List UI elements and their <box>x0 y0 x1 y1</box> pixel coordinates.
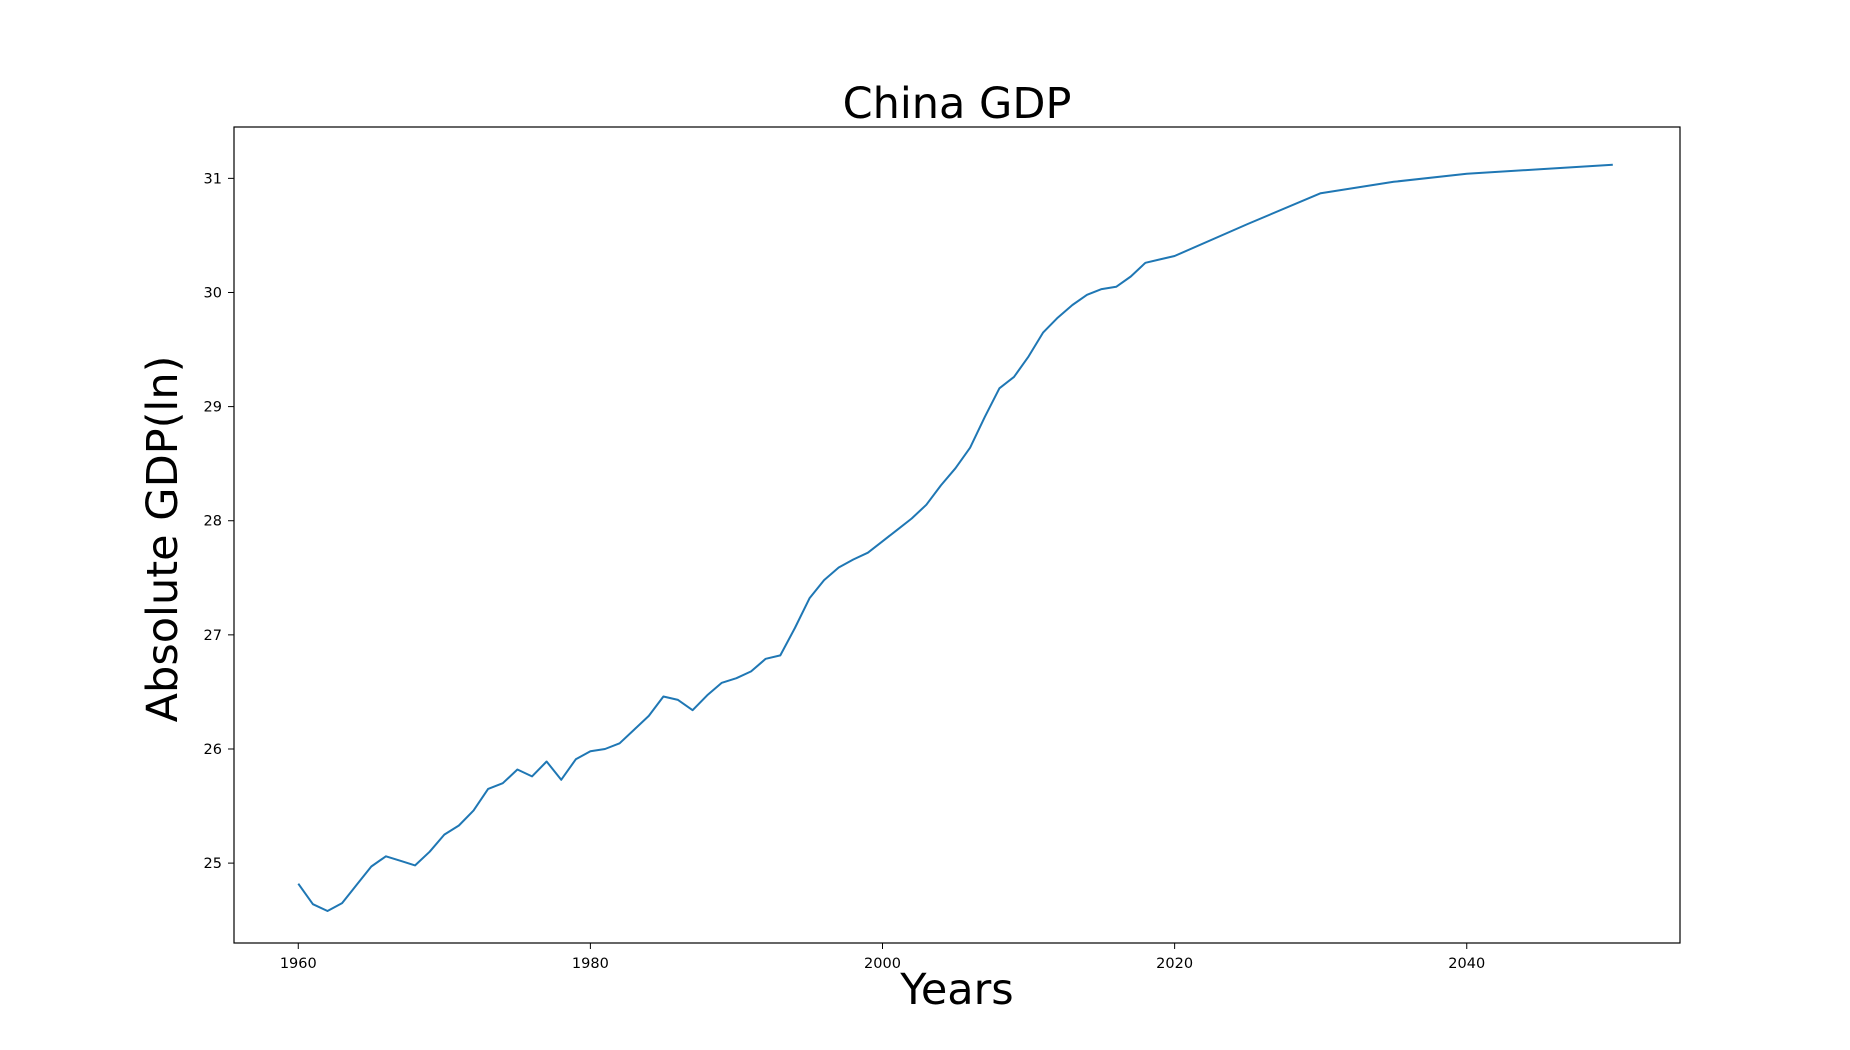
x-tick-label: 2000 <box>864 956 901 972</box>
x-tick-label: 2020 <box>1156 956 1193 972</box>
x-tick-label: 2040 <box>1448 956 1485 972</box>
axes-frame <box>233 126 1681 944</box>
axis-ticks: 1960 1980 2000 2020 2040 25 26 27 28 29 30 31 <box>204 171 1486 972</box>
x-axis-title: Years <box>899 965 1013 1015</box>
y-tick-label: 30 <box>204 285 222 301</box>
plot-area <box>297 163 1613 912</box>
x-tick-label: 1980 <box>572 956 609 972</box>
y-tick-label: 29 <box>204 400 222 416</box>
y-tick-label: 25 <box>204 856 222 872</box>
x-tick-label: 1960 <box>280 956 317 972</box>
y-tick-label: 26 <box>204 742 222 758</box>
y-tick-label: 27 <box>204 628 222 644</box>
y-tick-label: 31 <box>204 171 222 187</box>
gdp-series-line <box>297 163 1613 912</box>
y-tick-label: 28 <box>204 514 222 530</box>
chart-title: China GDP <box>843 79 1072 129</box>
y-axis-title: Absolute GDP(ln) <box>138 356 188 723</box>
